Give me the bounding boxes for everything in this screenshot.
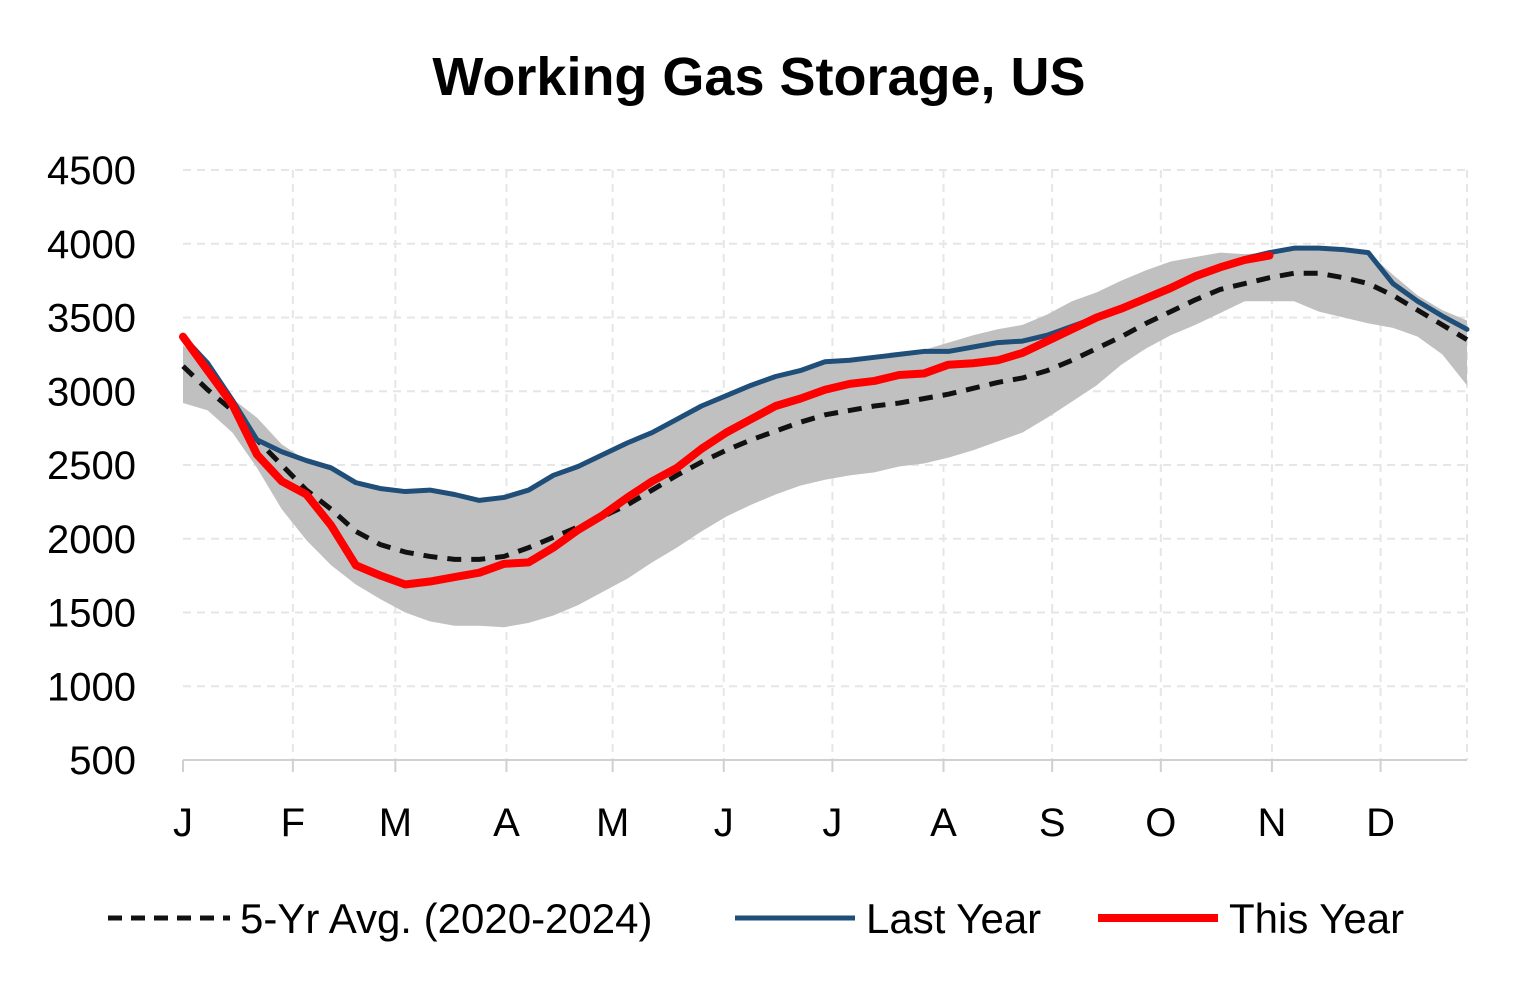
x-tick-label: N <box>1257 801 1286 845</box>
y-tick-label: 500 <box>69 739 136 783</box>
y-tick-label: 3000 <box>47 370 136 414</box>
line-this-year <box>179 251 1274 589</box>
x-tick-label: J <box>173 801 193 845</box>
x-tick-label: M <box>379 801 412 845</box>
x-tick-label: O <box>1145 801 1176 845</box>
legend-label-last-year: Last Year <box>866 895 1041 942</box>
line-5yr-avg <box>181 270 1469 562</box>
x-tick-label: S <box>1039 801 1066 845</box>
y-tick-label: 2000 <box>47 518 136 562</box>
x-tick-label: A <box>930 801 957 845</box>
x-tick-label: J <box>822 801 842 845</box>
y-tick-label: 1500 <box>47 592 136 636</box>
series-lines <box>179 245 1470 589</box>
x-tick-label: J <box>714 801 734 845</box>
x-tick-label: F <box>281 801 305 845</box>
chart-title: Working Gas Storage, US <box>432 47 1085 107</box>
y-tick-label: 3500 <box>47 297 136 341</box>
y-tick-label: 4000 <box>47 223 136 267</box>
y-tick-label: 2500 <box>47 444 136 488</box>
range-band-area <box>183 248 1467 628</box>
x-tick-label: D <box>1366 801 1395 845</box>
legend: 5-Yr Avg. (2020-2024) Last Year This Yea… <box>108 895 1404 942</box>
legend-label-this-year: This Year <box>1229 895 1404 942</box>
y-tick-label: 1000 <box>47 665 136 709</box>
axes: 500 1000 1500 2000 2500 3000 3500 4000 4500 J F M A M… <box>47 149 1467 845</box>
x-tick-label: M <box>596 801 629 845</box>
y-tick-label: 4500 <box>47 149 136 193</box>
range-band <box>183 248 1467 628</box>
x-tick-label: A <box>493 801 520 845</box>
legend-label-5yr-avg: 5-Yr Avg. (2020-2024) <box>240 895 652 942</box>
